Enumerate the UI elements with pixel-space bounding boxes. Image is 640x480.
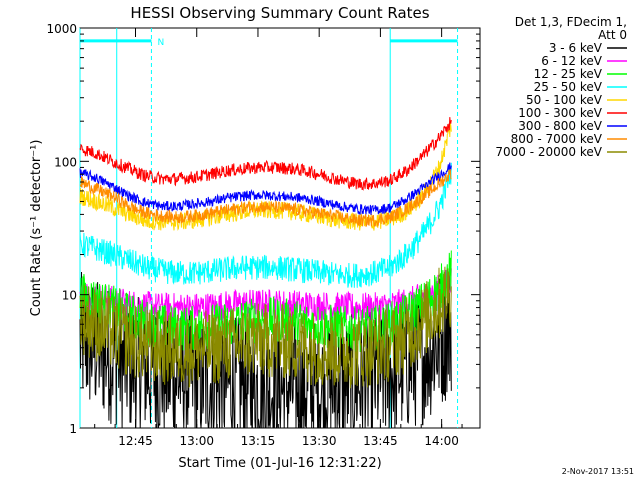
series-layer: [79, 117, 452, 429]
y-tick-label-2: 10: [62, 289, 77, 303]
series-8-line: [79, 169, 452, 228]
y-tick-label-3: 100: [54, 155, 77, 169]
x-axis-label: Start Time (01-Jul-16 12:31:22): [178, 456, 381, 471]
legend-item-5-label: 50 - 100 keV: [526, 93, 603, 107]
legend-item-6-label: 100 - 300 keV: [518, 106, 602, 120]
x-tick-label-6: 14:00: [424, 434, 459, 448]
x-tick-label-5: 13:45: [363, 434, 398, 448]
series-9-line: [79, 266, 452, 389]
footer-date: 2-Nov-2017 13:51: [562, 467, 634, 476]
legend-header-line-2: Att 0: [598, 28, 627, 42]
x-tick-label-1: 12:45: [118, 434, 153, 448]
series-4-line: [79, 162, 452, 288]
y-tick-label-4: 1000: [46, 22, 77, 36]
legend-item-7-label: 300 - 800 keV: [518, 119, 602, 133]
chart-title: HESSI Observing Summary Count Rates: [130, 4, 429, 22]
legend-item-9-label: 7000 - 20000 keV: [495, 145, 602, 159]
legend-item-1-label: 3 - 6 keV: [549, 41, 603, 55]
legend-item-8-label: 800 - 7000 keV: [511, 132, 603, 146]
legend-item-4-label: 25 - 50 keV: [534, 80, 603, 94]
x-tick-label-3: 13:15: [241, 434, 276, 448]
y-axis-label: Count Rate (s⁻¹ detector⁻¹): [29, 140, 44, 317]
y-tick-label-1: 1: [69, 422, 77, 436]
legend-item-2-label: 6 - 12 keV: [541, 54, 603, 68]
legend-header-line-1: Det 1,3, FDecim 1,: [515, 15, 627, 29]
x-tick-label-2: 13:00: [179, 434, 214, 448]
legend-item-3-label: 12 - 25 keV: [534, 67, 603, 81]
x-tick-label-4: 13:30: [302, 434, 337, 448]
annotation-text-8: N: [158, 38, 165, 48]
series-7-line: [79, 162, 452, 216]
ticks-layer: 12:45 13:00 13:15 13:30 13:45 14:00 1 10 100 1000: [46, 22, 480, 448]
series-6-line: [79, 117, 452, 192]
